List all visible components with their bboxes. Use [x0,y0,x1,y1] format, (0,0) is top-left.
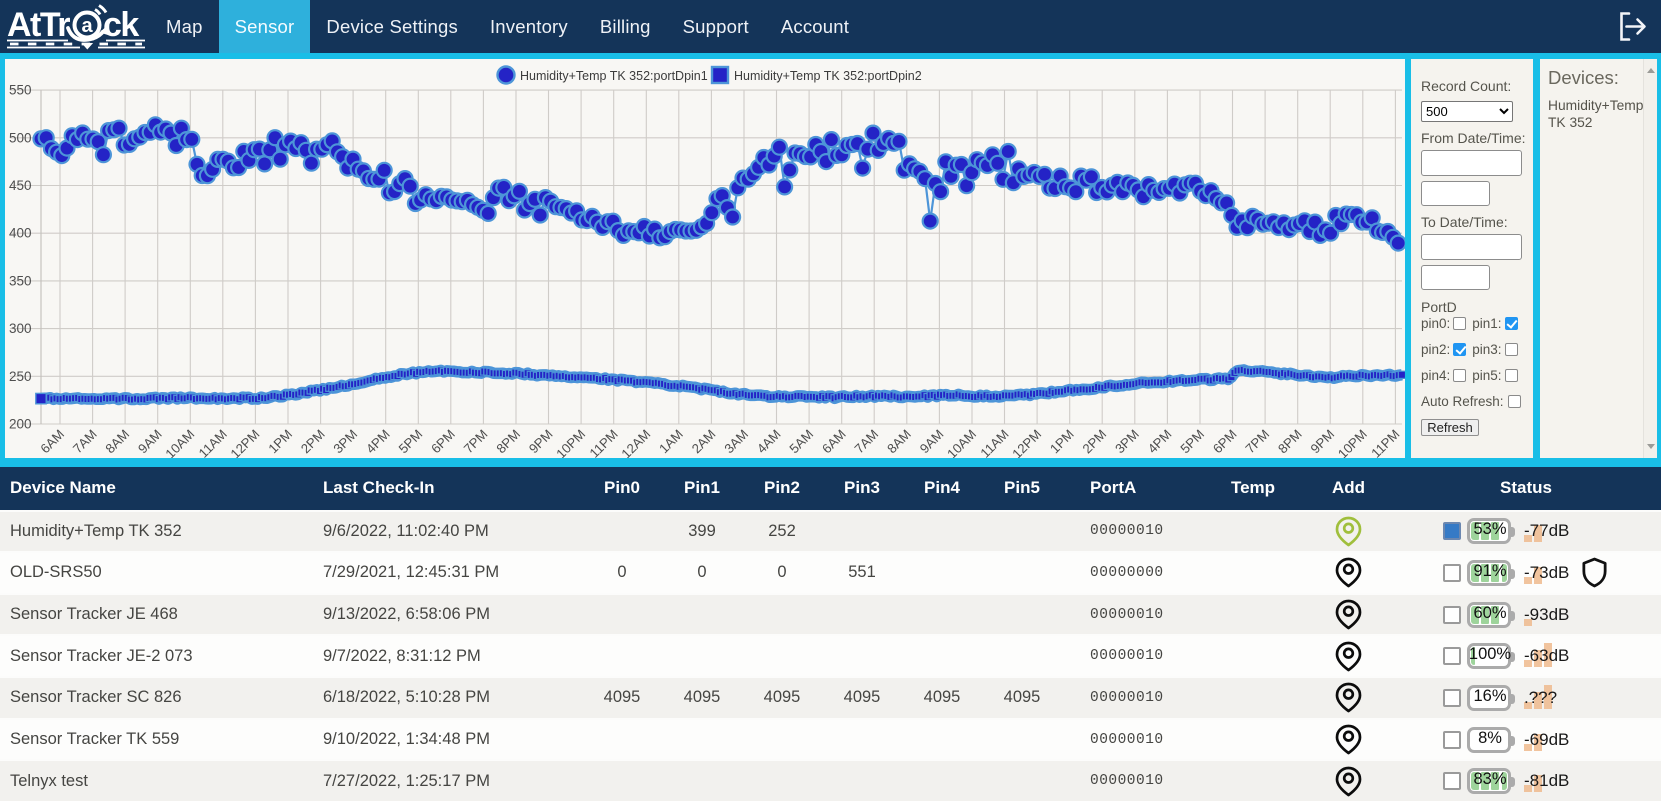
svg-text:AtTr: AtTr [7,6,70,44]
svg-text:a: a [81,15,93,37]
svg-text:500: 500 [9,130,32,145]
svg-text:200: 200 [9,417,32,432]
svg-text:Humidity+Temp TK 352:portDpin1: Humidity+Temp TK 352:portDpin1 [520,69,708,83]
svg-text:450: 450 [9,178,32,193]
svg-text:400: 400 [9,226,32,241]
svg-text:350: 350 [9,273,32,288]
svg-text:250: 250 [9,369,32,384]
svg-text:ck: ck [103,6,139,44]
svg-text:300: 300 [9,321,32,336]
svg-text:550: 550 [9,83,32,98]
svg-text:Humidity+Temp TK 352:portDpin2: Humidity+Temp TK 352:portDpin2 [734,69,922,83]
